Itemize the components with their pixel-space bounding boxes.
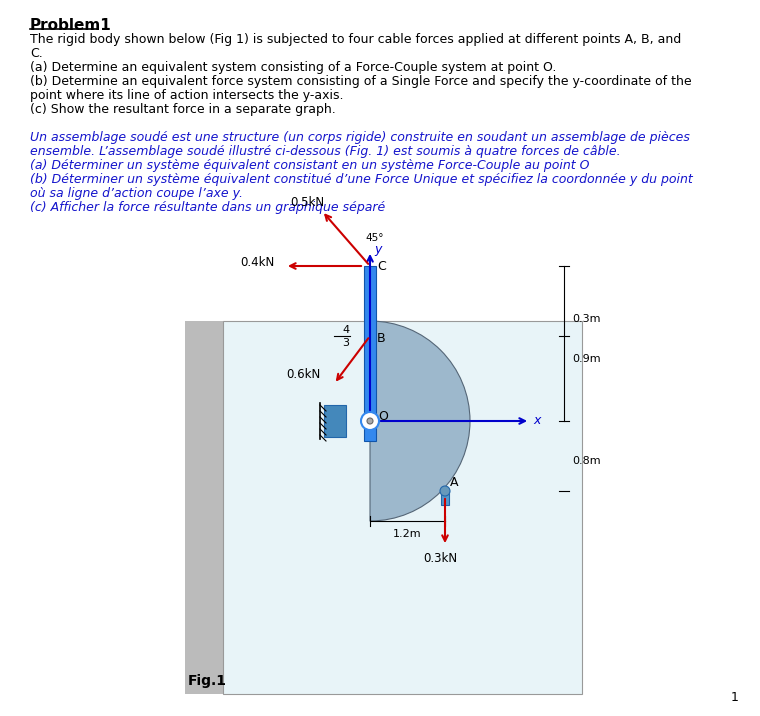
- Text: Un assemblage soudé est une structure (un corps rigide) construite en soudant un: Un assemblage soudé est une structure (u…: [30, 131, 690, 144]
- Text: (a) Determine an equivalent system consisting of a Force-Couple system at point : (a) Determine an equivalent system consi…: [30, 61, 556, 74]
- Text: B: B: [377, 332, 385, 344]
- Text: 0.6kN: 0.6kN: [286, 367, 320, 380]
- Text: 0.3m: 0.3m: [572, 314, 600, 324]
- Text: ensemble. L’assemblage soudé illustré ci-dessous (Fig. 1) est soumis à quatre fo: ensemble. L’assemblage soudé illustré ci…: [30, 145, 621, 158]
- Text: (b) Déterminer un système équivalent constitué d’une Force Unique et spécifiez l: (b) Déterminer un système équivalent con…: [30, 173, 693, 186]
- Bar: [324, 405, 346, 437]
- Text: y: y: [374, 243, 382, 256]
- Text: (b) Determine an equivalent force system consisting of a Single Force and specif: (b) Determine an equivalent force system…: [30, 75, 692, 88]
- Text: The rigid body shown below (Fig 1) is subjected to four cable forces applied at : The rigid body shown below (Fig 1) is su…: [30, 33, 681, 46]
- Text: A: A: [450, 477, 458, 490]
- Text: 0.4kN: 0.4kN: [240, 256, 274, 268]
- Text: 1.2m: 1.2m: [393, 529, 422, 539]
- Text: C.: C.: [30, 47, 43, 60]
- Text: Problem1: Problem1: [30, 18, 112, 33]
- Bar: [441, 491, 449, 505]
- Text: 4: 4: [342, 325, 349, 335]
- Text: 45°: 45°: [365, 233, 384, 243]
- Text: où sa ligne d’action coupe l’axe y.: où sa ligne d’action coupe l’axe y.: [30, 187, 243, 200]
- Text: 3: 3: [342, 338, 349, 348]
- Text: (c) Show the resultant force in a separate graph.: (c) Show the resultant force in a separa…: [30, 103, 336, 116]
- Text: 0.3kN: 0.3kN: [423, 553, 457, 566]
- Circle shape: [440, 486, 450, 496]
- Wedge shape: [370, 321, 470, 521]
- Text: x: x: [533, 415, 540, 427]
- Text: 1: 1: [731, 691, 739, 704]
- Text: 0.8m: 0.8m: [572, 456, 600, 466]
- Circle shape: [367, 418, 373, 424]
- Text: (c) Afficher la force résultante dans un graphique séparé: (c) Afficher la force résultante dans un…: [30, 201, 385, 214]
- Text: point where its line of action intersects the y-axis.: point where its line of action intersect…: [30, 89, 344, 102]
- Bar: [223, 321, 582, 694]
- Text: 0.5kN: 0.5kN: [290, 196, 324, 210]
- Text: (a) Déterminer un système équivalent consistant en un système Force-Couple au po: (a) Déterminer un système équivalent con…: [30, 159, 590, 172]
- Text: Fig.1: Fig.1: [188, 674, 227, 688]
- Text: O: O: [378, 410, 388, 423]
- Circle shape: [361, 412, 379, 430]
- Text: 0.9m: 0.9m: [572, 354, 600, 364]
- Bar: [185, 321, 223, 694]
- Bar: [364, 266, 376, 441]
- Text: C: C: [377, 259, 386, 273]
